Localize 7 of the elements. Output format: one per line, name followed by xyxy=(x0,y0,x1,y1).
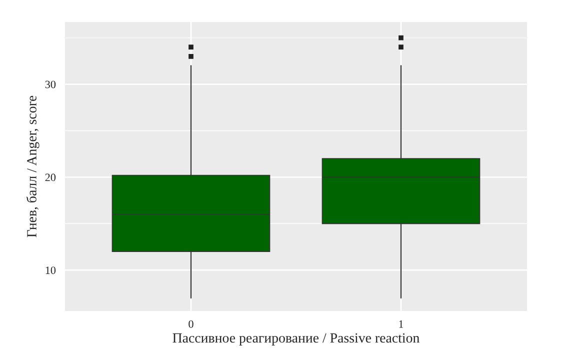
y-tick-label: 30 xyxy=(45,80,56,88)
y-tick-label: 10 xyxy=(46,266,56,274)
x-tick-label: 0 xyxy=(188,320,194,328)
x-tick-label: 1 xyxy=(399,320,404,328)
y-axis-title: Гнев, балл / Anger, score xyxy=(26,96,40,238)
y-tick-label: 20 xyxy=(45,174,56,182)
x-axis-title: Пассивное реагирование / Passive reaction xyxy=(172,333,420,346)
